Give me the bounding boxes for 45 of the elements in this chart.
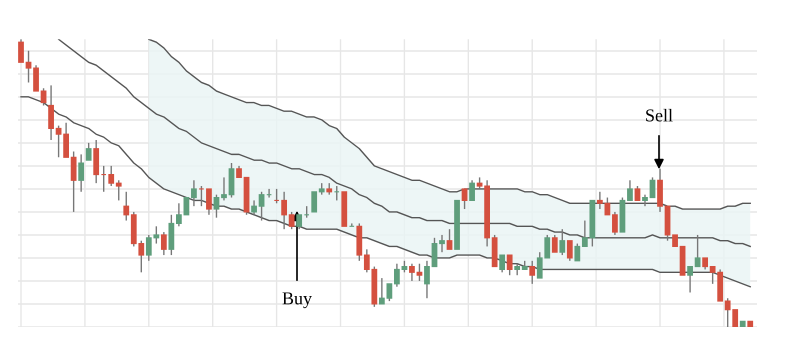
candlestick — [153, 226, 160, 244]
candlestick — [469, 180, 475, 202]
candlestick — [160, 231, 167, 256]
candlestick — [304, 205, 310, 218]
candlestick — [574, 242, 580, 262]
candlestick — [529, 260, 536, 285]
candlestick — [702, 257, 708, 270]
candlestick — [724, 298, 731, 327]
candlestick — [582, 220, 588, 248]
candlestick — [364, 248, 370, 274]
candlestick — [326, 182, 332, 196]
candlestick — [710, 266, 716, 285]
candlestick — [334, 185, 340, 202]
candlestick — [311, 191, 318, 212]
candlestick — [634, 185, 640, 202]
candlestick — [506, 254, 513, 276]
candlestick — [552, 234, 558, 253]
candlestick — [296, 214, 302, 230]
candlestick — [281, 191, 288, 230]
candlestick — [198, 185, 204, 207]
candlestick — [462, 188, 468, 210]
candlestick — [108, 165, 114, 187]
annotation: Buy — [282, 292, 312, 308]
candlestick — [446, 228, 452, 250]
candlestick — [732, 309, 738, 327]
candlestick — [559, 228, 566, 256]
candlestick — [146, 234, 152, 262]
candlestick — [499, 254, 506, 274]
candlestick — [288, 211, 295, 230]
candlestick — [536, 252, 543, 279]
annotation: Sell — [646, 108, 673, 122]
candlestick — [566, 240, 573, 262]
candlestick — [206, 188, 212, 216]
candlestick — [266, 188, 272, 198]
candlestick — [514, 263, 520, 276]
candlestick — [138, 240, 144, 274]
candlestick — [100, 165, 107, 192]
candlestick — [544, 234, 550, 259]
candlestick — [318, 182, 325, 196]
candlestick — [78, 154, 84, 192]
candlestick — [116, 180, 122, 202]
candlestick — [274, 188, 280, 204]
candlestick — [123, 191, 130, 222]
candlestick — [86, 142, 92, 161]
candlestick — [378, 277, 385, 305]
